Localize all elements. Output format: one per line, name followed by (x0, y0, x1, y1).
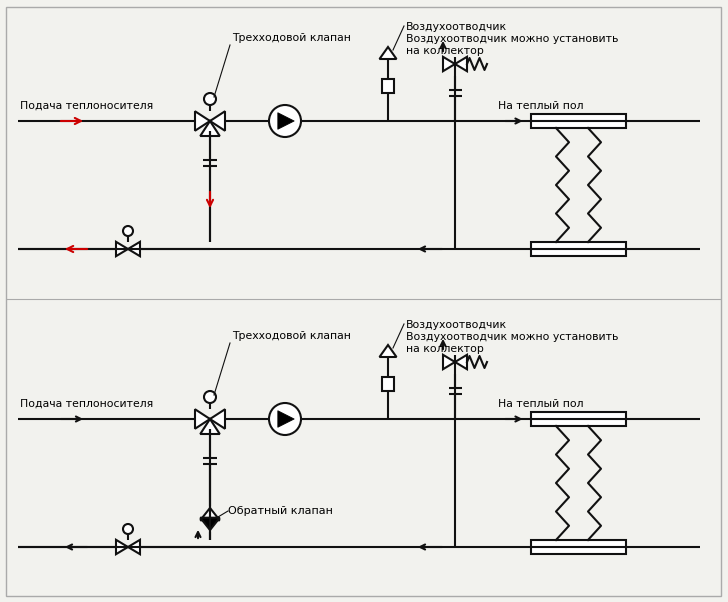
Polygon shape (116, 242, 128, 256)
Text: Трехходовой клапан: Трехходовой клапан (232, 331, 351, 341)
Circle shape (269, 105, 301, 137)
Text: Воздухоотводчик можно установить: Воздухоотводчик можно установить (406, 332, 618, 342)
Polygon shape (443, 355, 455, 369)
Text: Трехходовой клапан: Трехходовой клапан (232, 33, 351, 43)
Polygon shape (195, 111, 210, 131)
Bar (531, 412, 625, 426)
Polygon shape (210, 409, 225, 429)
Text: Воздухоотводчик можно установить: Воздухоотводчик можно установить (406, 34, 618, 44)
Bar (531, 242, 625, 256)
Polygon shape (200, 518, 220, 530)
Polygon shape (210, 111, 225, 131)
Polygon shape (195, 409, 210, 429)
Polygon shape (200, 508, 220, 520)
Polygon shape (116, 540, 128, 554)
Circle shape (204, 93, 216, 105)
Polygon shape (455, 355, 467, 369)
Circle shape (123, 524, 133, 534)
Text: Обратный клапан: Обратный клапан (228, 506, 333, 516)
Text: Подача теплоносителя: Подача теплоносителя (20, 399, 154, 409)
Polygon shape (379, 47, 397, 59)
Polygon shape (278, 411, 294, 427)
Polygon shape (379, 345, 397, 357)
Polygon shape (200, 121, 220, 136)
Polygon shape (200, 419, 220, 434)
Text: Воздухоотводчик: Воздухоотводчик (406, 320, 507, 330)
Text: на коллектор: на коллектор (406, 344, 484, 354)
Circle shape (123, 226, 133, 236)
Text: на коллектор: на коллектор (406, 46, 484, 56)
Bar (531, 540, 625, 554)
Bar (382, 79, 394, 93)
Polygon shape (455, 57, 467, 71)
Bar (382, 377, 394, 391)
Polygon shape (443, 57, 455, 71)
Text: На теплый пол: На теплый пол (499, 399, 584, 409)
Text: На теплый пол: На теплый пол (499, 101, 584, 111)
Polygon shape (278, 113, 294, 129)
Polygon shape (128, 242, 140, 256)
Circle shape (204, 391, 216, 403)
Circle shape (269, 403, 301, 435)
Text: Воздухоотводчик: Воздухоотводчик (406, 22, 507, 32)
Bar (531, 114, 625, 128)
Text: Подача теплоносителя: Подача теплоносителя (20, 101, 154, 111)
Polygon shape (128, 540, 140, 554)
